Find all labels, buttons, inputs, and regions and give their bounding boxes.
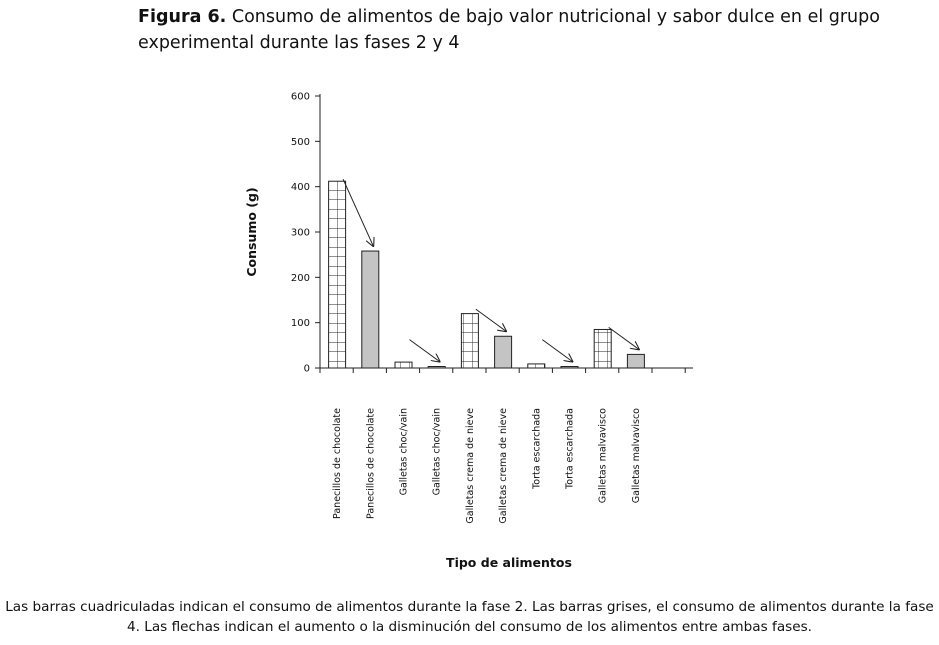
figure-caption: Las barras cuadriculadas indican el cons… [5, 599, 934, 635]
bar-phase-2 [328, 180, 347, 369]
change-arrow [342, 179, 373, 246]
bars [328, 180, 645, 369]
bar-phase-4 [427, 366, 446, 369]
y-tick-label: 100 [291, 318, 310, 329]
bar-phase-2 [593, 328, 612, 369]
bar-phase-2 [460, 313, 479, 369]
bar-chart: 0 100 200 300 400 500 600 Panecillos de chocol… [244, 92, 693, 570]
x-tick-label: Galletas crema de nieve [498, 408, 509, 524]
x-tick-label: Galletas malvavisco [598, 408, 609, 503]
bar-phase-4 [361, 250, 380, 369]
figure-label: Figura 6. [138, 7, 227, 27]
x-tick-label: Galletas choc/vain [432, 408, 443, 495]
y-tick-label: 200 [291, 273, 310, 284]
x-tick-labels: Panecillos de chocolate Panecillos de cho… [332, 408, 642, 524]
y-tick-label: 400 [291, 182, 310, 193]
x-tick-label: Galletas malvavisco [631, 408, 642, 503]
change-arrows [342, 179, 639, 362]
bar-phase-2 [394, 361, 413, 369]
x-tick-label: Galletas crema de nieve [465, 408, 476, 524]
bar-phase-4 [626, 353, 645, 369]
y-axis-label: Consumo (g) [244, 187, 259, 276]
x-tick-label: Torta escarchada [531, 408, 542, 490]
x-tick-label: Galletas choc/vain [399, 408, 410, 495]
figure-title-text: Consumo de alimentos de bajo valor nutri… [138, 7, 880, 53]
x-tick-label: Panecillos de chocolate [332, 408, 343, 519]
change-arrow [475, 308, 506, 331]
y-tick-label: 600 [291, 92, 310, 103]
x-tick-label: Torta escarchada [565, 408, 576, 490]
y-tick-label: 0 [304, 364, 310, 375]
x-axis [319, 367, 693, 373]
change-arrow [608, 326, 639, 349]
bar-phase-2 [527, 363, 546, 369]
change-arrow [542, 339, 572, 362]
x-tick-label: Panecillos de chocolate [365, 408, 376, 519]
bar-phase-4 [560, 366, 579, 369]
y-tick-label: 300 [291, 228, 310, 239]
bar-phase-4 [494, 335, 513, 369]
y-tick-label: 500 [291, 137, 310, 148]
change-arrow [409, 339, 440, 362]
y-axis: 0 100 200 300 400 500 600 [291, 92, 321, 375]
figure-title: Figura 6. Consumo de alimentos de bajo v… [138, 4, 898, 56]
x-axis-label: Tipo de alimentos [446, 555, 572, 570]
